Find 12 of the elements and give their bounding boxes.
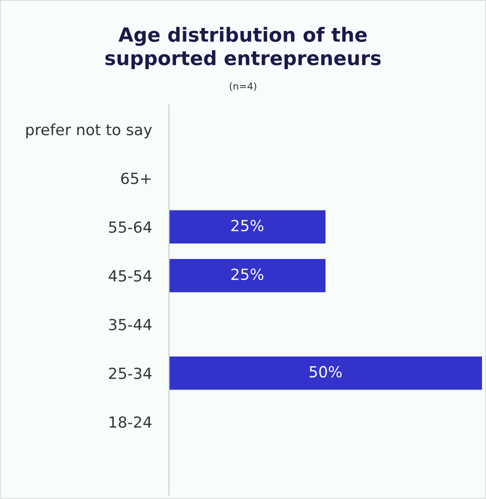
y-tick-label: 45-54 [108, 270, 152, 282]
data-label: 25% [231, 268, 264, 280]
data-label: 50% [310, 366, 342, 378]
y-tick-label: 18-24 [110, 416, 152, 428]
y-tick-label: 65+ [121, 172, 151, 184]
y-tick-label: 25-34 [109, 368, 152, 380]
chart-title: Age distribution of the supported entrepreneurs [105, 26, 381, 70]
y-tick-label: 55-64 [109, 221, 152, 233]
data-label: 25% [231, 220, 264, 232]
y-tick-label: 35-44 [109, 318, 152, 330]
y-tick-label: prefer not to say [26, 124, 152, 138]
chart-subtitle: (n=4) [230, 82, 256, 91]
